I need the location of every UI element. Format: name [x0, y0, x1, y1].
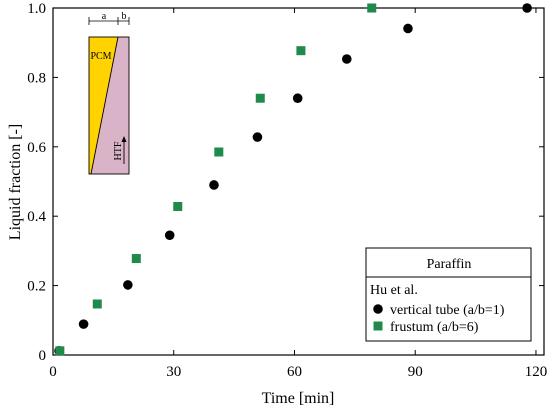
legend-label-vertical-tube: vertical tube (a/b=1)	[390, 303, 505, 318]
y-tick-label: 0.8	[27, 70, 46, 86]
legend-header: Paraffin	[427, 257, 472, 272]
x-tick-label: 120	[525, 364, 548, 380]
x-tick-label: 30	[166, 364, 181, 380]
point-vertical-tube	[522, 3, 532, 13]
legend: Paraffin Hu et al. vertical tube (a/b=1)…	[365, 247, 532, 342]
point-frustum	[367, 3, 377, 13]
x-tick-label: 90	[408, 364, 423, 380]
inset-htf-label: HTF	[113, 141, 124, 160]
inset-interface-line	[90, 36, 119, 175]
axis-ticks: 0 30 60 90 120 0 0.2 0.4 0.6 0.8 1.0	[27, 1, 547, 380]
point-vertical-tube	[123, 280, 133, 290]
point-frustum	[131, 254, 141, 264]
inset-flow-arrowhead	[121, 136, 127, 142]
point-vertical-tube	[403, 23, 413, 34]
point-frustum	[92, 299, 102, 309]
legend-marker-vertical-tube	[373, 304, 383, 314]
y-tick-label: 0.2	[27, 279, 46, 295]
inset-label-b: b	[122, 11, 127, 22]
legend-subtitle: Hu et al.	[370, 283, 418, 298]
point-frustum	[296, 46, 306, 56]
point-frustum	[214, 147, 224, 157]
y-tick-label: 0	[39, 348, 47, 364]
point-vertical-tube	[164, 230, 175, 241]
legend-marker-frustum	[373, 321, 383, 331]
data-marks	[54, 3, 532, 356]
inset-label-a: a	[102, 11, 107, 22]
geometry-inset: a b PCM HTF	[88, 11, 130, 175]
point-vertical-tube	[209, 180, 219, 190]
x-tick-label: 0	[49, 364, 57, 380]
inset-outline	[88, 36, 130, 175]
point-frustum	[173, 201, 183, 211]
point-vertical-tube	[292, 93, 303, 104]
point-frustum	[255, 93, 265, 103]
inset-pcm-label: PCM	[90, 51, 111, 62]
y-axis-title: Liquid fraction [-]	[7, 124, 24, 240]
y-tick-label: 0.6	[27, 140, 46, 156]
x-axis-title: Time [min]	[262, 390, 335, 407]
legend-label-frustum: frustum (a/b=6)	[390, 320, 479, 335]
y-tick-label: 1.0	[27, 1, 46, 17]
point-vertical-tube	[78, 319, 89, 329]
plot-frame	[52, 7, 545, 356]
y-tick-label: 0.4	[27, 209, 46, 225]
legend-box	[365, 247, 532, 342]
x-tick-label: 60	[287, 364, 302, 380]
point-frustum	[55, 346, 65, 356]
pcm-region	[89, 37, 118, 174]
point-vertical-tube	[252, 132, 263, 142]
htf-region	[91, 37, 129, 174]
point-vertical-tube	[341, 54, 352, 64]
